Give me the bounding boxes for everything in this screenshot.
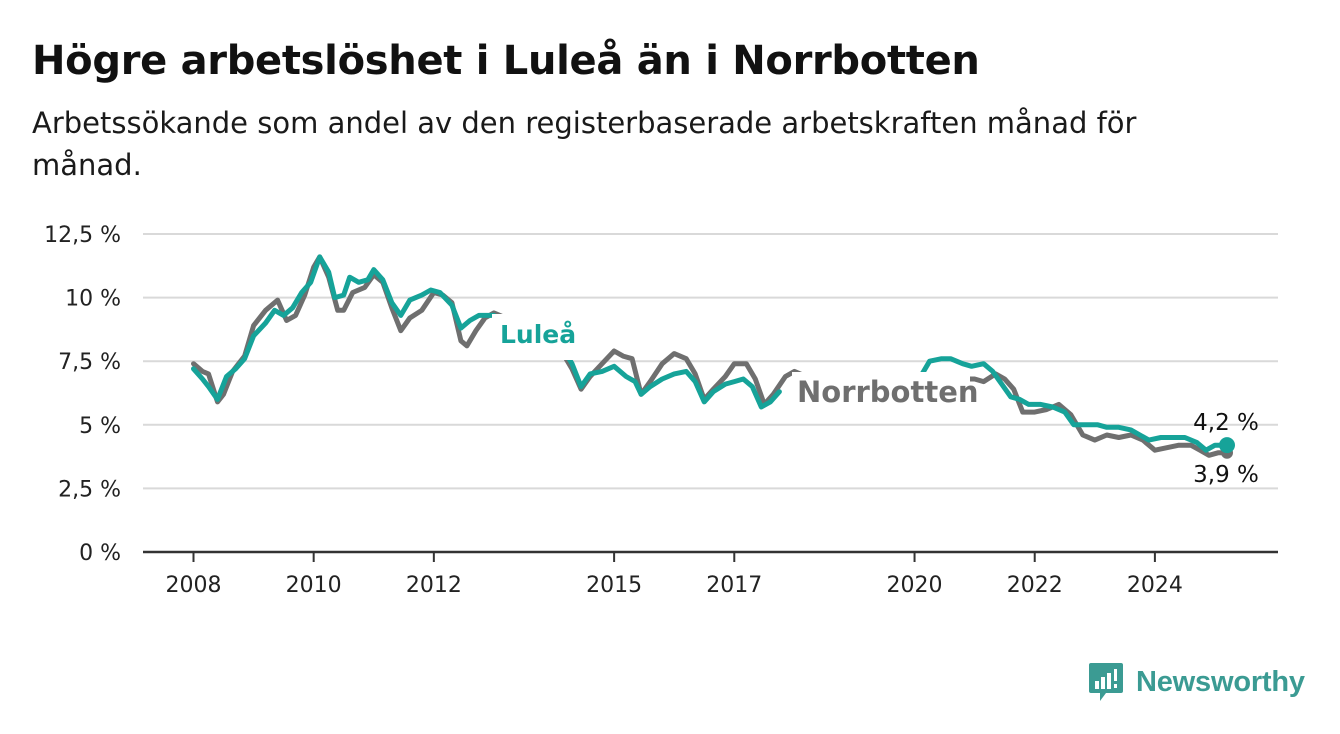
page-subtitle: Arbetssökande som andel av den registerb… <box>32 106 1137 182</box>
page-title: Högre arbetslöshet i Luleå än i Norrbott… <box>32 38 980 84</box>
annotations: Luleå Norrbotten 4,2 % 3,9 % <box>492 314 1259 488</box>
label-halo <box>492 314 584 360</box>
end-label-lulea: 4,2 % <box>1193 410 1259 436</box>
grid-lines <box>143 233 1278 490</box>
x-tick-label: 2010 <box>286 573 342 598</box>
x-axis: 2008 2010 2012 2015 2017 2020 2022 2024 <box>143 550 1278 598</box>
x-tick-label: 2017 <box>706 573 762 598</box>
y-tick-label: 10 % <box>65 287 121 312</box>
end-label-norrbotten: 3,9 % <box>1193 462 1259 488</box>
x-tick-label: 2024 <box>1127 573 1183 598</box>
x-tick-label: 2012 <box>406 573 462 598</box>
series-line-lulea <box>918 356 1230 453</box>
y-tick-label: 5 % <box>79 414 121 439</box>
x-tick-label: 2020 <box>887 573 943 598</box>
x-tick-label: 2008 <box>166 573 222 598</box>
series-lines <box>191 254 1230 458</box>
endpoint-lulea <box>1219 437 1235 454</box>
series-line-lulea <box>191 254 497 402</box>
x-tick-label: 2022 <box>1007 573 1063 598</box>
label-halo <box>792 372 970 418</box>
y-tick-label: 7,5 % <box>58 350 121 375</box>
logo-text: Newsworthy <box>1136 665 1305 698</box>
series-label-lulea: Luleå <box>500 320 576 349</box>
y-tick-label: 12,5 % <box>44 223 121 248</box>
y-axis: 0 % 2,5 % 5 % 7,5 % 10 % 12,5 % <box>44 223 121 566</box>
bar-chart-icon <box>1088 661 1124 703</box>
y-tick-label: 2,5 % <box>58 477 121 502</box>
series-label-norrbotten: Norrbotten <box>797 375 979 409</box>
x-tick-label: 2015 <box>586 573 642 598</box>
y-tick-label: 0 % <box>79 541 121 566</box>
newsworthy-logo: Newsworthy <box>1088 660 1305 704</box>
series-line-norrbotten <box>191 254 1230 458</box>
